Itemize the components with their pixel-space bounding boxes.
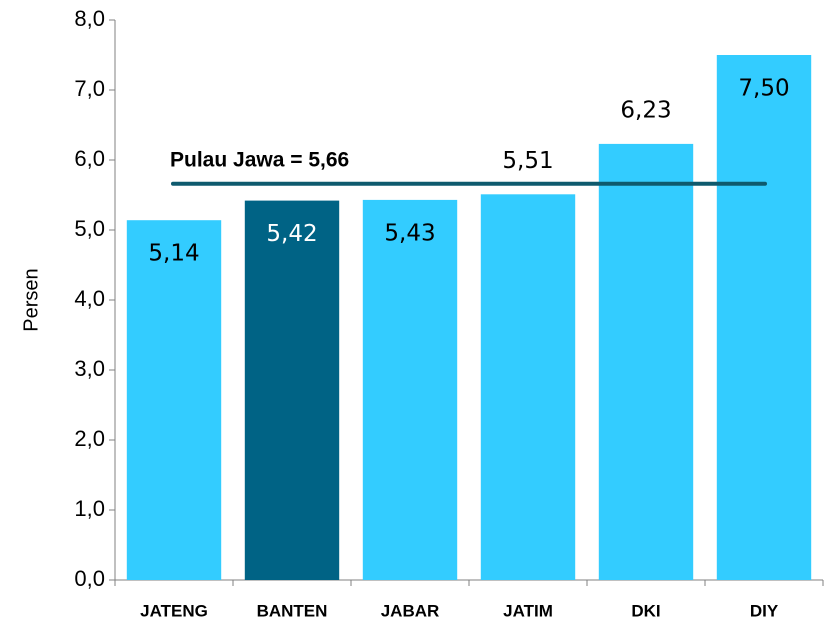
y-tick-label: 0,0 — [74, 566, 105, 591]
value-label: 6,23 — [620, 97, 671, 123]
y-tick-label: 6,0 — [74, 146, 105, 171]
bar — [244, 200, 340, 580]
x-tick-label: JATIM — [503, 601, 553, 620]
value-label: 7,50 — [738, 76, 789, 102]
reference-label: Pulau Jawa = 5,66 — [170, 148, 349, 171]
bar — [480, 194, 576, 581]
y-axis-label: Persen — [20, 268, 42, 331]
y-tick-label: 5,0 — [74, 216, 105, 241]
y-tick-label: 7,0 — [74, 76, 105, 101]
x-tick-label: JATENG — [140, 601, 208, 620]
x-tick-label: JABAR — [381, 601, 440, 620]
value-label: 5,51 — [502, 148, 553, 174]
y-tick-label: 3,0 — [74, 356, 105, 381]
x-tick-label: DIY — [750, 601, 779, 620]
bar — [716, 55, 812, 580]
y-tick-label: 2,0 — [74, 426, 105, 451]
bar — [126, 220, 222, 580]
value-label: 5,43 — [384, 220, 435, 246]
y-tick-label: 4,0 — [74, 286, 105, 311]
x-tick-label: BANTEN — [257, 601, 328, 620]
value-label: 5,42 — [266, 221, 317, 247]
bar — [598, 143, 694, 580]
x-tick-label: DKI — [631, 601, 660, 620]
y-tick-label: 8,0 — [74, 6, 105, 31]
value-label: 5,14 — [148, 241, 199, 267]
bar — [362, 199, 458, 580]
y-tick-label: 1,0 — [74, 496, 105, 521]
